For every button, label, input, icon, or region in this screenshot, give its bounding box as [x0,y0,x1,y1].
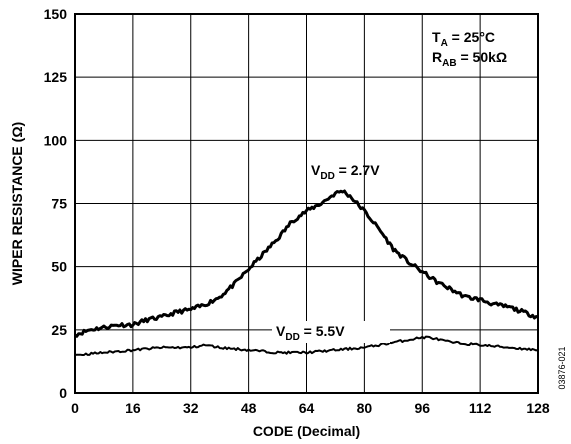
rab-main: R [432,49,442,65]
ta-condition: TA = 25°C [432,29,495,49]
x-tick-label: 96 [414,400,430,416]
x-tick-label: 16 [125,400,141,416]
rab-condition: RAB = 50kΩ [432,49,507,69]
series-label-rest: = 5.5V [300,323,345,339]
y-tick-label: 75 [51,196,67,212]
y-tick-labels: 0 25 50 75 100 125 150 [44,6,68,401]
series-lines [74,189,539,357]
ta-rest: = 25°C [448,29,495,45]
series-label-sub: DD [320,171,334,182]
series-line-vdd-2-7v [74,189,539,338]
figure-id: 03876-021 [557,346,567,389]
x-tick-label: 32 [183,400,199,416]
ta-main: T [432,29,441,45]
x-tick-label: 112 [469,400,492,416]
y-tick-label: 0 [59,385,67,401]
plot-frame [74,13,539,394]
series-label-vdd-5-5v: VDD = 5.5V [276,323,345,343]
series-label-main: V [276,323,286,339]
series-label-sub: DD [285,332,299,343]
conditions-annotation: TA = 25°C RAB = 50kΩ [432,29,507,69]
series-line-vdd-5-5v [74,335,539,357]
x-tick-label: 80 [357,400,373,416]
y-tick-label: 25 [51,322,67,338]
rab-rest: = 50kΩ [457,49,508,65]
x-tick-label: 48 [241,400,257,416]
series-label-main: V [311,162,321,178]
ta-sub: A [441,38,448,49]
series-label-rest: = 2.7V [335,162,380,178]
series-label-background [272,321,390,343]
x-tick-label: 0 [71,400,79,416]
x-tick-labels: 0 16 32 48 64 80 96 112 128 [71,400,550,416]
y-tick-label: 50 [51,259,67,275]
x-tick-label: 64 [299,400,315,416]
grid [74,13,539,394]
y-axis-label: WIPER RESISTANCE (Ω) [9,122,25,285]
rab-sub: AB [442,58,456,69]
x-axis-label: CODE (Decimal) [253,423,360,439]
y-tick-label: 125 [44,69,68,85]
series-label-vdd-2-7v: VDD = 2.7V [311,162,380,182]
y-tick-label: 150 [44,6,68,22]
x-tick-label: 128 [526,400,550,416]
y-tick-label: 100 [44,132,68,148]
